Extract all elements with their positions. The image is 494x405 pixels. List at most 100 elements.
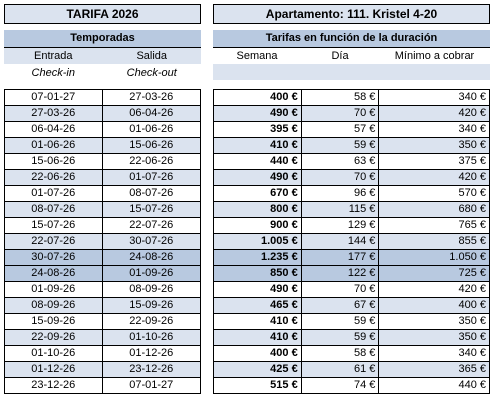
rate-row: 670 €96 €570 € [213, 185, 490, 202]
entrada-cell: 07-01-27 [4, 89, 103, 106]
salida-cell: 30-07-26 [101, 233, 201, 250]
seasons-header-title: Temporadas [4, 30, 201, 48]
rate-row: 1.005 €144 €855 € [213, 233, 490, 250]
entrada-cell: 27-03-26 [4, 105, 103, 122]
minimo-cell: 855 € [378, 233, 490, 250]
minimo-cell: 375 € [378, 153, 490, 170]
semana-cell: 410 € [213, 329, 302, 346]
dia-cell: 177 € [300, 249, 380, 266]
semana-cell: 440 € [213, 153, 302, 170]
semana-cell: 395 € [213, 121, 302, 138]
dia-cell: 59 € [300, 137, 380, 154]
salida-cell: 22-06-26 [101, 153, 201, 170]
semana-cell: 410 € [213, 137, 302, 154]
rate-row: 440 €63 €375 € [213, 153, 490, 170]
sub-checkout: Check-out [126, 67, 177, 79]
minimo-cell: 350 € [378, 313, 490, 330]
minimo-cell: 340 € [378, 345, 490, 362]
semana-cell: 465 € [213, 297, 302, 314]
col-semana: Semana [236, 50, 278, 62]
minimo-cell: 340 € [378, 89, 490, 106]
apartment-title: Apartamento: 111. Kristel 4-20 [213, 4, 490, 24]
dia-cell: 59 € [300, 329, 380, 346]
entrada-cell: 08-09-26 [4, 297, 103, 314]
rates-header: Tarifas en función de la duración Semana… [213, 30, 490, 81]
season-row: 22-07-26 30-07-26 [4, 233, 201, 250]
salida-cell: 01-07-26 [101, 169, 201, 186]
semana-cell: 490 € [213, 169, 302, 186]
salida-cell: 01-12-26 [101, 345, 201, 362]
salida-cell: 27-03-26 [101, 89, 201, 106]
dia-cell: 115 € [300, 201, 380, 218]
salida-cell: 15-06-26 [101, 137, 201, 154]
entrada-cell: 15-06-26 [4, 153, 103, 170]
entrada-cell: 22-07-26 [4, 233, 103, 250]
season-row: 01-06-26 15-06-26 [4, 137, 201, 154]
col-salida: Salida [136, 50, 168, 62]
seasons-table: 07-01-27 27-03-26 27-03-26 06-04-26 06-04-26… [4, 89, 201, 394]
entrada-cell: 01-10-26 [4, 345, 103, 362]
minimo-cell: 725 € [378, 265, 490, 282]
season-row: 22-06-26 01-07-26 [4, 169, 201, 186]
season-row: 23-12-26 07-01-27 [4, 377, 201, 394]
entrada-cell: 01-07-26 [4, 185, 103, 202]
minimo-cell: 420 € [378, 105, 490, 122]
minimo-cell: 365 € [378, 361, 490, 378]
minimo-cell: 680 € [378, 201, 490, 218]
dia-cell: 96 € [300, 185, 380, 202]
dia-cell: 129 € [300, 217, 380, 234]
rate-row: 395 €57 €340 € [213, 121, 490, 138]
rate-row: 425 €61 €365 € [213, 361, 490, 378]
salida-cell: 01-06-26 [101, 121, 201, 138]
dia-cell: 122 € [300, 265, 380, 282]
season-row: 01-07-26 08-07-26 [4, 185, 201, 202]
col-minimo: Mínimo a cobrar [394, 50, 475, 62]
minimo-cell: 570 € [378, 185, 490, 202]
minimo-cell: 340 € [378, 121, 490, 138]
salida-cell: 24-08-26 [101, 249, 201, 266]
minimo-cell: 765 € [378, 217, 490, 234]
salida-cell: 07-01-27 [101, 377, 201, 394]
dia-cell: 70 € [300, 169, 380, 186]
salida-cell: 22-09-26 [101, 313, 201, 330]
rate-row: 490 €70 €420 € [213, 281, 490, 298]
dia-cell: 74 € [300, 377, 380, 394]
salida-cell: 15-07-26 [101, 201, 201, 218]
minimo-cell: 350 € [378, 137, 490, 154]
minimo-cell: 420 € [378, 281, 490, 298]
entrada-cell: 23-12-26 [4, 377, 103, 394]
semana-cell: 1.005 € [213, 233, 302, 250]
salida-cell: 08-07-26 [101, 185, 201, 202]
col-entrada: Entrada [33, 50, 73, 62]
salida-cell: 08-09-26 [101, 281, 201, 298]
entrada-cell: 24-08-26 [4, 265, 103, 282]
col-dia: Día [331, 50, 349, 62]
dia-cell: 58 € [300, 345, 380, 362]
salida-cell: 23-12-26 [101, 361, 201, 378]
minimo-cell: 400 € [378, 297, 490, 314]
salida-cell: 15-09-26 [101, 297, 201, 314]
rate-row: 1.235 €177 €1.050 € [213, 249, 490, 266]
semana-cell: 1.235 € [213, 249, 302, 266]
season-row: 08-09-26 15-09-26 [4, 297, 201, 314]
salida-cell: 22-07-26 [101, 217, 201, 234]
dia-cell: 70 € [300, 281, 380, 298]
semana-cell: 850 € [213, 265, 302, 282]
dia-cell: 144 € [300, 233, 380, 250]
semana-cell: 400 € [213, 345, 302, 362]
semana-cell: 410 € [213, 313, 302, 330]
entrada-cell: 15-09-26 [4, 313, 103, 330]
dia-cell: 70 € [300, 105, 380, 122]
semana-cell: 490 € [213, 281, 302, 298]
rate-row: 490 €70 €420 € [213, 169, 490, 186]
semana-cell: 425 € [213, 361, 302, 378]
season-row: 15-06-26 22-06-26 [4, 153, 201, 170]
entrada-cell: 01-09-26 [4, 281, 103, 298]
minimo-cell: 1.050 € [378, 249, 490, 266]
entrada-cell: 30-07-26 [4, 249, 103, 266]
semana-cell: 800 € [213, 201, 302, 218]
dia-cell: 67 € [300, 297, 380, 314]
rate-row: 900 €129 €765 € [213, 217, 490, 234]
dia-cell: 63 € [300, 153, 380, 170]
season-row: 24-08-26 01-09-26 [4, 265, 201, 282]
